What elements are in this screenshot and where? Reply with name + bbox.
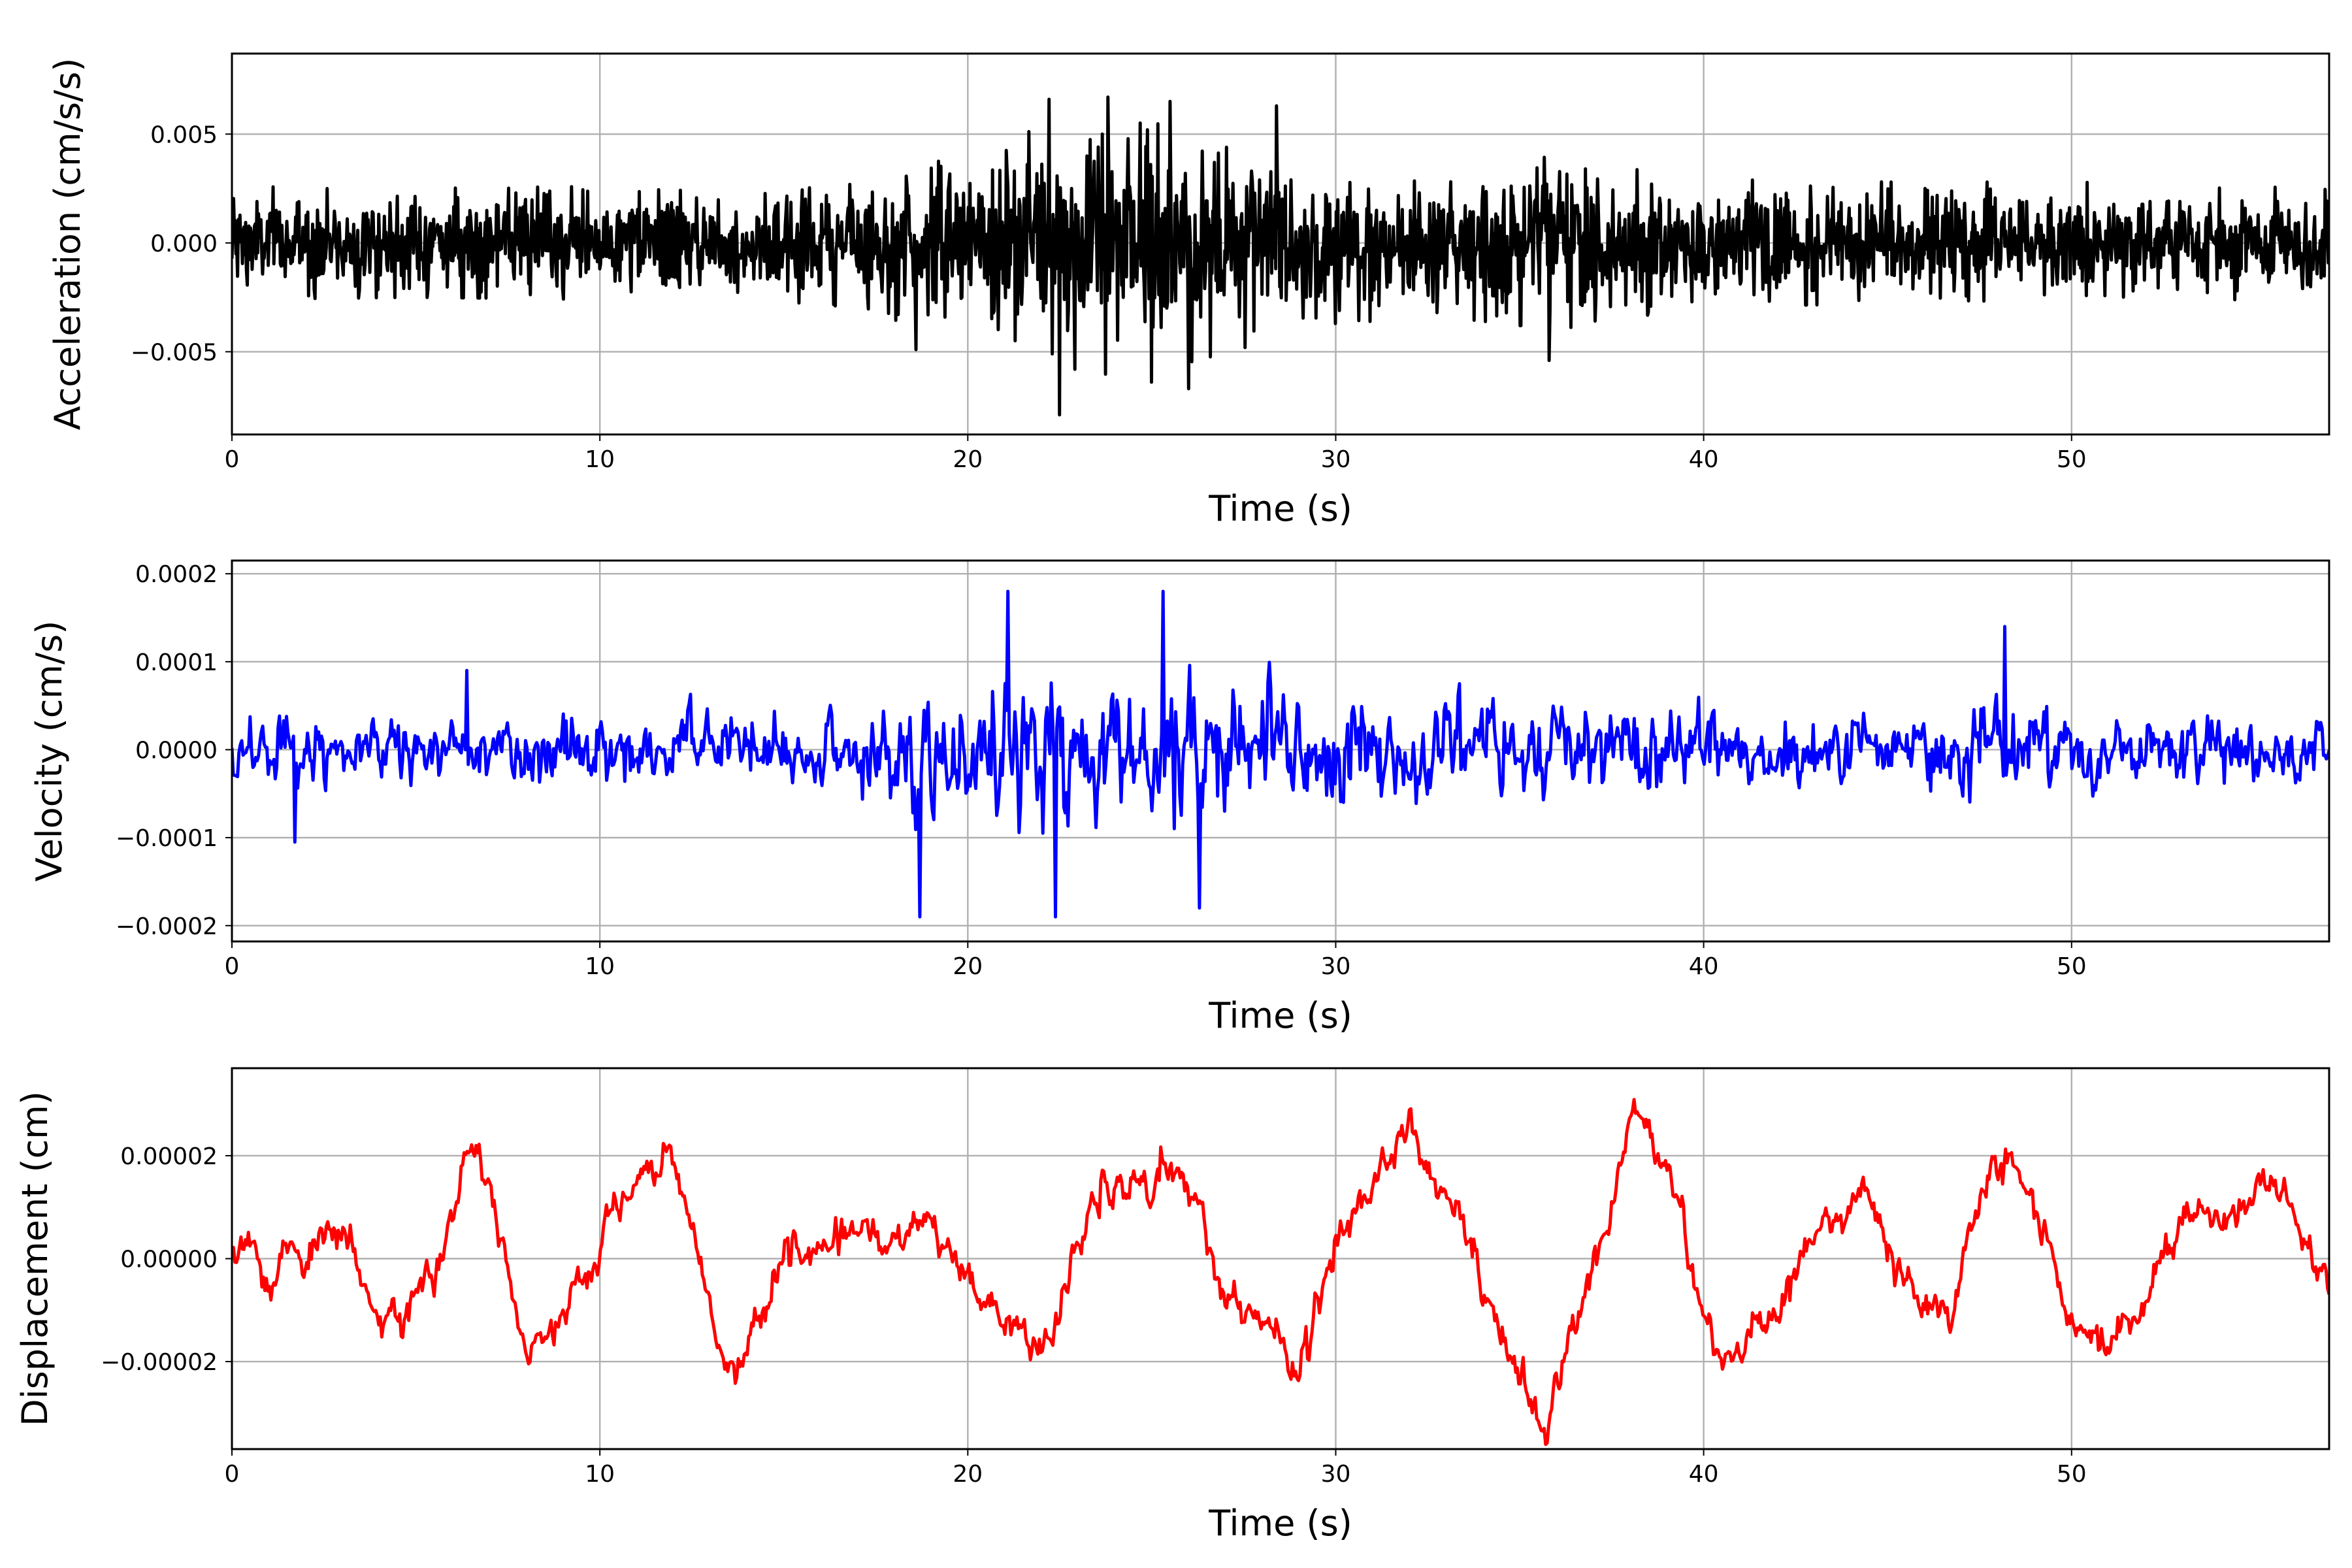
displacement-y-tick-label: 0.00002 bbox=[120, 1143, 218, 1170]
displacement-x-tick-label: 40 bbox=[1689, 1461, 1719, 1488]
velocity-y-tick-label: 0.0002 bbox=[135, 561, 218, 588]
displacement-y-tick-label: 0.00000 bbox=[120, 1247, 218, 1273]
displacement-y-tick-label: −0.00002 bbox=[101, 1349, 218, 1376]
velocity-x-tick-label: 10 bbox=[585, 953, 615, 980]
acceleration-y-tick-label: 0.005 bbox=[150, 122, 218, 148]
acceleration-x-axis-label: Time (s) bbox=[1208, 488, 1352, 529]
velocity-y-axis-label: Velocity (cm/s) bbox=[29, 621, 70, 882]
acceleration-x-tick-label: 0 bbox=[225, 446, 240, 473]
velocity-x-tick-label: 50 bbox=[2057, 953, 2087, 980]
velocity-y-tick-label: −0.0001 bbox=[116, 825, 218, 852]
velocity-x-axis-label: Time (s) bbox=[1208, 995, 1352, 1036]
velocity-y-tick-label: −0.0002 bbox=[116, 913, 218, 940]
acceleration-x-tick-label: 20 bbox=[953, 446, 983, 473]
acceleration-y-tick-label: 0.000 bbox=[150, 231, 218, 257]
velocity-series-line bbox=[232, 589, 2329, 919]
displacement-panel: 0 10 20 30 40 50 −0.00002 0.00000 0.00002 Time (s… bbox=[14, 1067, 2330, 1544]
velocity-x-tick-label: 0 bbox=[225, 953, 240, 980]
acceleration-series-line bbox=[232, 95, 2329, 417]
velocity-plot-frame bbox=[231, 559, 2330, 943]
displacement-y-axis-label: Displacement (cm) bbox=[14, 1091, 56, 1426]
displacement-x-tick-label: 30 bbox=[1321, 1461, 1351, 1488]
velocity-panel: 0 10 20 30 40 50 −0.0002 −0.0001 0.0000 0.0001 0.0… bbox=[29, 559, 2330, 1036]
velocity-x-tick-label: 40 bbox=[1689, 953, 1719, 980]
displacement-x-axis-label: Time (s) bbox=[1208, 1503, 1352, 1544]
velocity-x-tick-label: 20 bbox=[953, 953, 983, 980]
acceleration-plot-frame bbox=[231, 52, 2330, 436]
displacement-x-tick-label: 20 bbox=[953, 1461, 983, 1488]
acceleration-x-tick-label: 30 bbox=[1321, 446, 1351, 473]
acceleration-x-tick-label: 10 bbox=[585, 446, 615, 473]
acceleration-panel: 0 10 20 30 40 50 −0.005 0.000 0.005 Time (s) Accel… bbox=[47, 52, 2330, 529]
displacement-x-tick-label: 50 bbox=[2057, 1461, 2087, 1488]
displacement-series-line bbox=[232, 1098, 2329, 1446]
displacement-x-tick-label: 10 bbox=[585, 1461, 615, 1488]
velocity-x-tick-label: 30 bbox=[1321, 953, 1351, 980]
acceleration-y-tick-label: −0.005 bbox=[131, 339, 218, 366]
velocity-y-tick-label: 0.0000 bbox=[135, 737, 218, 764]
acceleration-x-tick-label: 40 bbox=[1689, 446, 1719, 473]
displacement-x-tick-label: 0 bbox=[225, 1461, 240, 1488]
velocity-y-tick-label: 0.0001 bbox=[135, 649, 218, 676]
acceleration-y-axis-label: Acceleration (cm/s/s) bbox=[47, 58, 88, 431]
acceleration-x-tick-label: 50 bbox=[2057, 446, 2087, 473]
